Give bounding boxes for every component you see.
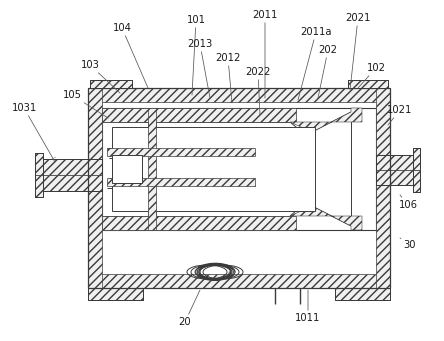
Bar <box>40 159 102 175</box>
Bar <box>148 108 156 230</box>
Bar <box>335 288 390 300</box>
Bar <box>112 127 315 211</box>
Bar <box>35 153 43 175</box>
Bar <box>107 148 255 156</box>
Bar <box>90 80 132 88</box>
Text: 101: 101 <box>186 15 206 95</box>
Bar <box>348 80 388 88</box>
Text: 106: 106 <box>399 195 417 210</box>
Bar <box>88 88 390 102</box>
Text: 2022: 2022 <box>246 67 271 115</box>
Bar <box>35 175 43 197</box>
Text: 2021: 2021 <box>345 13 371 90</box>
Bar <box>376 155 420 185</box>
Text: 104: 104 <box>113 23 148 88</box>
Bar <box>35 153 43 197</box>
Polygon shape <box>290 206 362 230</box>
Bar <box>88 274 390 288</box>
Text: 2011: 2011 <box>252 10 278 98</box>
Bar <box>40 159 102 191</box>
Text: 30: 30 <box>400 238 416 250</box>
Bar <box>102 108 376 230</box>
Bar <box>40 175 102 191</box>
Text: 1031: 1031 <box>12 103 55 162</box>
Text: 2012: 2012 <box>215 53 241 103</box>
Bar <box>88 288 143 300</box>
Text: 2011a: 2011a <box>298 27 332 100</box>
Bar <box>376 88 390 288</box>
Bar <box>376 170 420 185</box>
Bar <box>107 178 255 186</box>
Bar <box>413 148 420 170</box>
Text: 1021: 1021 <box>387 105 412 125</box>
Text: 1011: 1011 <box>295 290 321 323</box>
Bar <box>102 216 296 230</box>
Bar <box>102 108 296 122</box>
Bar <box>88 88 390 288</box>
Bar <box>413 148 420 192</box>
Text: 20: 20 <box>178 290 200 327</box>
Bar <box>88 88 102 288</box>
Text: 103: 103 <box>80 60 120 93</box>
Text: 2013: 2013 <box>187 39 213 98</box>
Bar <box>88 288 143 300</box>
Bar <box>90 80 132 88</box>
Bar <box>335 288 390 300</box>
Bar <box>376 155 420 170</box>
Bar <box>413 170 420 192</box>
Polygon shape <box>290 108 362 132</box>
Bar <box>112 155 142 183</box>
Text: 105: 105 <box>63 90 108 118</box>
Text: 202: 202 <box>318 45 337 98</box>
Bar <box>348 80 388 88</box>
Text: 102: 102 <box>358 63 385 88</box>
